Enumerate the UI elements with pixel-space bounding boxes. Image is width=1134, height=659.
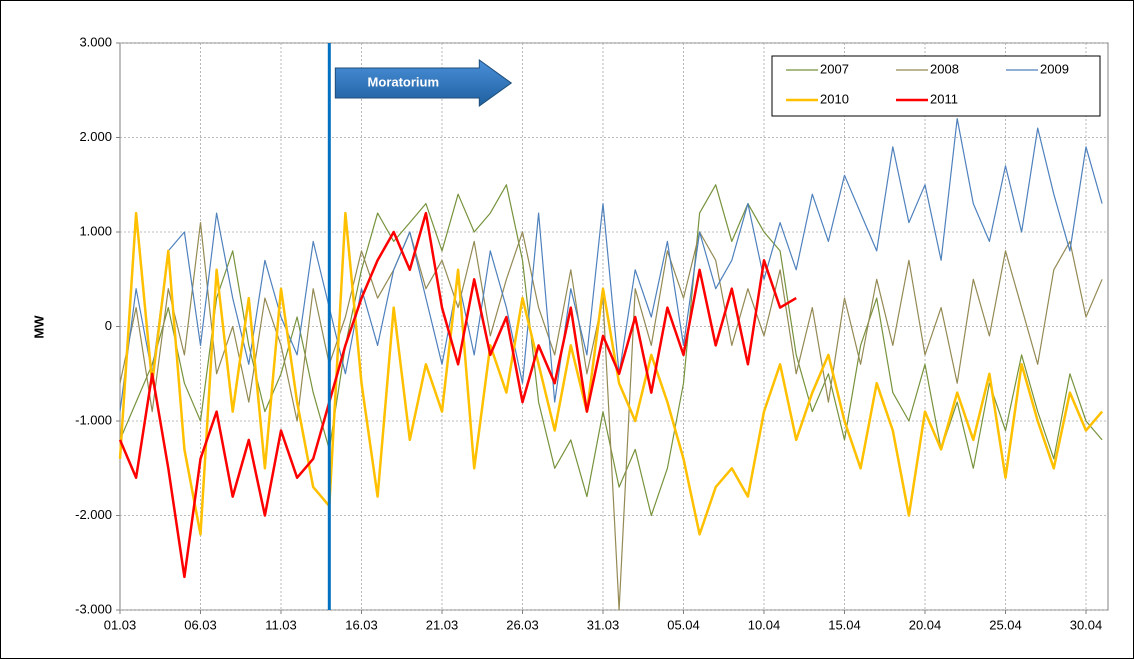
- x-tick-label: 15.04: [828, 617, 861, 632]
- x-tick-label: 10.04: [748, 617, 781, 632]
- x-tick-label: 26.03: [506, 617, 539, 632]
- y-tick-label: -2.000: [75, 507, 112, 522]
- x-tick-label: 05.04: [667, 617, 700, 632]
- x-tick-label: 01.03: [104, 617, 137, 632]
- legend-label: 2011: [930, 91, 958, 106]
- y-tick-label: -1.000: [75, 412, 112, 427]
- legend-label: 2008: [930, 61, 959, 76]
- x-tick-label: 11.03: [265, 617, 297, 632]
- x-tick-label: 25.04: [989, 617, 1022, 632]
- legend-box: [771, 55, 1101, 117]
- series-line: [118, 211, 1104, 536]
- legend-label: 2010: [820, 91, 849, 106]
- x-tick-label: 31.03: [587, 617, 620, 632]
- x-tick-label: 21.03: [426, 617, 459, 632]
- annotation-text: Moratorium: [368, 74, 440, 89]
- y-axis-label: MW: [31, 315, 46, 339]
- legend-label: 2009: [1040, 61, 1069, 76]
- x-tick-label: 16.03: [345, 617, 378, 632]
- annotation-arrow: [334, 59, 513, 107]
- x-tick-label: 30.04: [1070, 617, 1103, 632]
- y-tick-label: 0: [105, 318, 112, 333]
- x-tick-label: 20.04: [909, 617, 942, 632]
- series-line: [119, 118, 1103, 412]
- series-line: [118, 211, 797, 579]
- y-tick-label: 2.000: [79, 129, 112, 144]
- series-line: [119, 222, 1103, 611]
- y-tick-label: -3.000: [75, 601, 112, 616]
- y-tick-label: 3.000: [79, 34, 112, 49]
- x-tick-label: 06.03: [184, 617, 217, 632]
- y-tick-label: 1.000: [79, 223, 112, 238]
- legend-label: 2007: [820, 61, 849, 76]
